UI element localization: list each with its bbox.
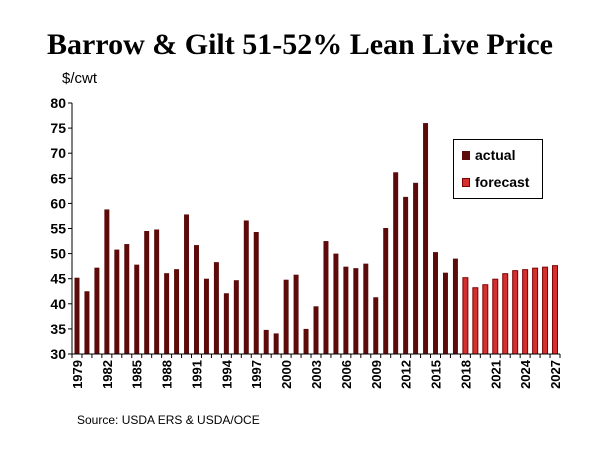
actual-bar-1983 — [114, 249, 120, 354]
actual-bar-1997 — [253, 232, 259, 354]
source-note: Source: USDA ERS & USDA/OCE — [77, 413, 260, 427]
y-axis-label: $/cwt — [62, 70, 98, 87]
y-tick-label-45: 45 — [50, 271, 66, 287]
actual-bar-1994 — [223, 293, 229, 354]
x-tick-label-2006: 2006 — [339, 360, 354, 389]
actual-bar-2004 — [323, 241, 329, 354]
x-tick-label-2012: 2012 — [399, 360, 414, 389]
forecast-bar-2019 — [472, 287, 479, 355]
bars-group — [74, 123, 559, 355]
x-tick-label-2018: 2018 — [458, 360, 473, 389]
legend-item-forecast: forecast — [462, 174, 529, 190]
x-tick-label-1991: 1991 — [189, 360, 204, 389]
actual-bar-2007 — [353, 268, 359, 354]
forecast-bar-2018 — [462, 277, 469, 355]
legend-swatch-forecast — [462, 177, 470, 187]
x-tick-label-2027: 2027 — [548, 360, 563, 389]
actual-bar-2009 — [373, 297, 379, 354]
actual-bar-1996 — [243, 220, 249, 354]
actual-bar-2011 — [393, 172, 399, 354]
x-tick-label-2021: 2021 — [488, 360, 503, 389]
actual-bar-1989 — [174, 269, 180, 354]
y-tick-label-30: 30 — [50, 346, 66, 362]
actual-bar-1986 — [144, 231, 150, 354]
x-tick-label-2000: 2000 — [279, 360, 294, 389]
actual-bar-1993 — [213, 262, 219, 354]
actual-bar-2013 — [413, 182, 419, 354]
x-tick-label-1985: 1985 — [130, 360, 145, 389]
x-tick-label-2024: 2024 — [518, 359, 533, 389]
forecast-bar-2022 — [502, 273, 509, 355]
x-tick-label-1979: 1979 — [70, 360, 85, 389]
legend-swatch-actual — [462, 150, 470, 160]
actual-bar-2008 — [363, 263, 369, 354]
y-tick-label-40: 40 — [50, 296, 66, 312]
actual-bar-1985 — [134, 264, 140, 354]
actual-bar-1984 — [124, 244, 130, 354]
y-tick-label-50: 50 — [50, 246, 66, 262]
legend-label-forecast: forecast — [475, 174, 530, 190]
actual-bar-2017 — [452, 258, 458, 354]
x-tick-label-2015: 2015 — [429, 360, 444, 389]
actual-bar-1988 — [164, 273, 170, 354]
actual-bar-1999 — [273, 333, 279, 354]
actual-bar-1998 — [263, 329, 269, 354]
y-tick-label-80: 80 — [50, 95, 66, 111]
actual-bar-1981 — [94, 267, 100, 354]
actual-bar-1979 — [74, 277, 80, 354]
legend-label-actual: actual — [475, 147, 516, 163]
chart-title: Barrow & Gilt 51-52% Lean Live Price — [46, 28, 553, 61]
actual-bar-2003 — [313, 306, 319, 354]
x-tick-label-1997: 1997 — [249, 360, 264, 389]
forecast-bar-2020 — [482, 284, 489, 355]
y-tick-label-60: 60 — [50, 195, 66, 211]
actual-bar-2006 — [343, 266, 349, 354]
actual-bar-1982 — [104, 209, 110, 354]
actual-bar-1990 — [184, 214, 190, 354]
legend: actual forecast — [453, 139, 543, 199]
forecast-bar-2027 — [552, 265, 559, 355]
actual-bar-1987 — [154, 229, 160, 354]
x-tick-label-2003: 2003 — [309, 360, 324, 389]
actual-bar-2005 — [333, 253, 339, 354]
actual-bar-1992 — [203, 278, 209, 354]
y-tick-label-55: 55 — [50, 221, 66, 237]
forecast-bar-2025 — [532, 267, 539, 355]
x-tick-label-1982: 1982 — [100, 360, 115, 389]
actual-bar-1980 — [84, 291, 90, 354]
legend-item-actual: actual — [462, 147, 515, 163]
actual-bar-2014 — [423, 123, 429, 354]
actual-bar-2016 — [442, 272, 448, 354]
y-tick-label-35: 35 — [50, 321, 66, 337]
actual-bar-1995 — [233, 280, 239, 354]
forecast-bar-2026 — [542, 266, 549, 355]
actual-bar-2010 — [383, 227, 389, 354]
y-ticks-group: 30 35 40 45 50 55 60 65 70 75 80 — [50, 95, 72, 362]
forecast-bar-2023 — [512, 270, 519, 355]
actual-bar-2015 — [433, 252, 438, 354]
x-tick-label-1988: 1988 — [160, 360, 175, 389]
actual-bar-2000 — [283, 279, 289, 354]
actual-bar-1991 — [194, 245, 199, 354]
actual-bar-2012 — [403, 196, 409, 354]
x-tick-label-2009: 2009 — [369, 360, 384, 389]
y-tick-label-70: 70 — [50, 145, 66, 161]
actual-bar-2002 — [303, 328, 309, 354]
forecast-bar-2024 — [522, 269, 529, 355]
x-ticks-group: 1979 1982 1985 1988 1991 1994 1997 2000 2003 2006… — [70, 354, 563, 389]
y-tick-label-75: 75 — [50, 120, 66, 136]
x-tick-label-1994: 1994 — [219, 359, 234, 389]
forecast-bar-2021 — [492, 278, 499, 355]
actual-bar-2001 — [293, 274, 299, 354]
y-tick-label-65: 65 — [50, 170, 66, 186]
